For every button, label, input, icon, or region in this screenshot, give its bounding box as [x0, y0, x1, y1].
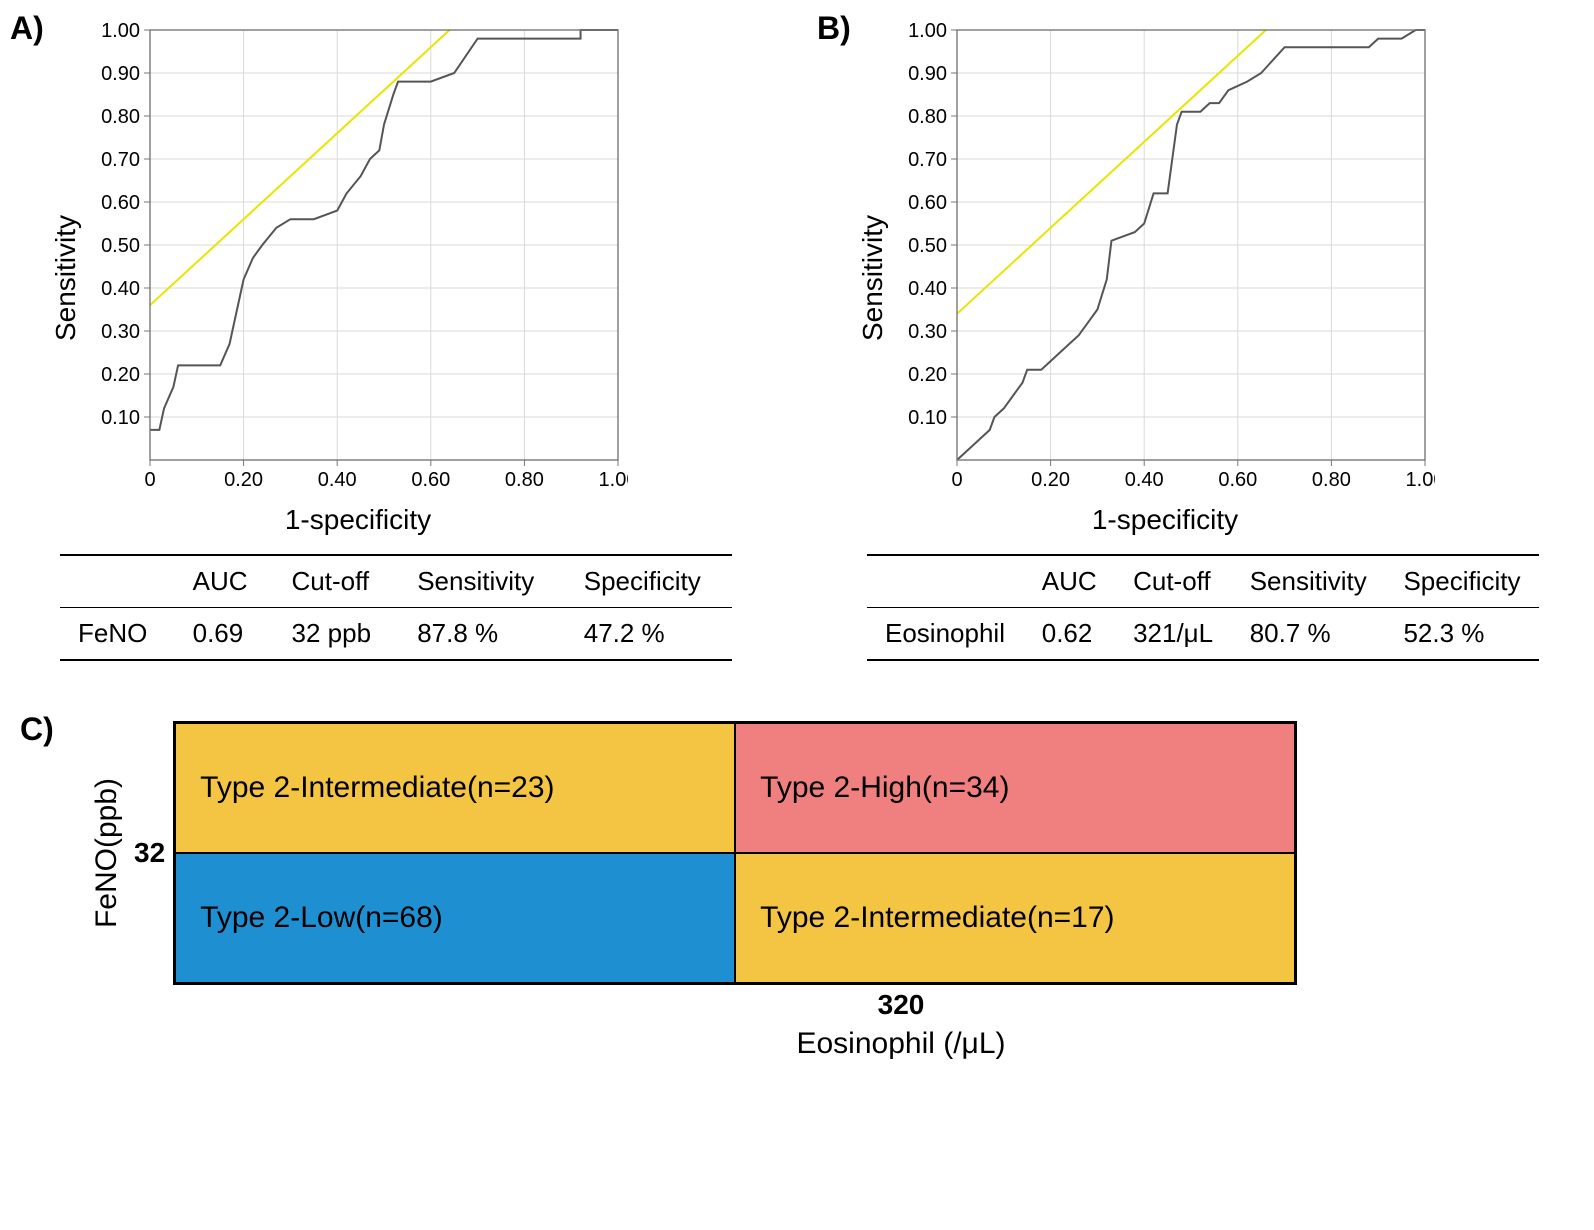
panel-b-chart-wrap: Sensitivity 0 0.20 0.40 0.60 0.80 1.00 0.10 0.2… — [857, 20, 1574, 536]
table-header-cell: Sensitivity — [399, 555, 566, 608]
table-header-cell: Specificity — [566, 555, 733, 608]
svg-text:0.60: 0.60 — [1218, 469, 1257, 491]
table-header-cell — [867, 555, 1024, 608]
table-header-cell — [60, 555, 175, 608]
quadrant-below: 320 Eosinophil (/μL) — [228, 985, 1574, 1061]
svg-text:0.20: 0.20 — [224, 469, 263, 491]
table-header-cell: Cut-off — [1115, 555, 1232, 608]
panel-a-label: A) — [10, 10, 44, 47]
quadrant-ytick: 32 — [134, 837, 165, 869]
panel-b-ylabel: Sensitivity — [857, 215, 889, 341]
quadrant-cell: Type 2-Intermediate(n=17) — [735, 853, 1295, 983]
table-header-cell: Sensitivity — [1232, 555, 1386, 608]
svg-text:0.60: 0.60 — [101, 192, 140, 214]
svg-text:0.10: 0.10 — [908, 407, 947, 429]
table-header-cell: AUC — [1024, 555, 1115, 608]
quadrant-ytick-col: 32 — [134, 723, 173, 983]
table-cell: 0.69 — [175, 608, 274, 661]
panel-c: C) FeNO(ppb) 32 Type 2-Intermediate(n=23… — [30, 721, 1574, 1061]
svg-text:1.00: 1.00 — [599, 469, 628, 491]
panel-a: A) Sensitivity 00.200.400.600.801.000.10… — [20, 20, 767, 661]
roc-chart-b: 0 0.20 0.40 0.60 0.80 1.00 0.10 0.20 0.30 0.40 0.5… — [895, 20, 1435, 500]
svg-text:0.40: 0.40 — [908, 278, 947, 300]
panel-a-chart-area: 0 0.20 0.40 0.60 0.80 1.00 0.10 0.20 0.30 0.40 0.5… — [88, 20, 628, 536]
quadrant-xtick: 320 — [878, 989, 925, 1021]
roc-chart-a: 0 0.20 0.40 0.60 0.80 1.00 0.10 0.20 0.30 0.40 0.5… — [88, 20, 628, 500]
quadrant-ylabel: FeNO(ppb) — [90, 778, 124, 928]
panel-b-xlabel: 1-specificity — [1092, 504, 1238, 536]
svg-text:0.90: 0.90 — [101, 63, 140, 85]
svg-text:1.00: 1.00 — [908, 20, 947, 42]
table-row: Eosinophil0.62321/μL80.7 %52.3 % — [867, 608, 1539, 661]
table-cell: 0.62 — [1024, 608, 1115, 661]
svg-text:0.60: 0.60 — [411, 469, 450, 491]
panel-b-table: AUCCut-offSensitivitySpecificity Eosinop… — [867, 554, 1539, 661]
quadrant-xlabel: Eosinophil (/μL) — [796, 1027, 1005, 1061]
svg-text:0.10: 0.10 — [101, 407, 140, 429]
svg-text:0.80: 0.80 — [505, 469, 544, 491]
quadrant-cell: Type 2-High(n=34) — [735, 723, 1295, 853]
svg-text:0.60: 0.60 — [908, 192, 947, 214]
svg-text:0.70: 0.70 — [101, 149, 140, 171]
panel-a-ylabel: Sensitivity — [50, 215, 82, 341]
quadrant-cell: Type 2-Low(n=68) — [175, 853, 735, 983]
panel-b: B) Sensitivity 00.200.400.600.801.000.10… — [827, 20, 1574, 661]
svg-text:0.40: 0.40 — [101, 278, 140, 300]
table-cell: 321/μL — [1115, 608, 1232, 661]
quadrant-wrap: FeNO(ppb) 32 Type 2-Intermediate(n=23)Ty… — [90, 721, 1574, 985]
panel-b-label: B) — [817, 10, 851, 47]
panel-b-chart-area: 0 0.20 0.40 0.60 0.80 1.00 0.10 0.20 0.30 0.40 0.5… — [895, 20, 1435, 536]
table-row: FeNO0.6932 ppb87.8 %47.2 % — [60, 608, 732, 661]
quadrant-grid: Type 2-Intermediate(n=23)Type 2-High(n=3… — [173, 721, 1297, 985]
table-cell: 87.8 % — [399, 608, 566, 661]
panel-a-xlabel: 1-specificity — [285, 504, 431, 536]
table-cell: 52.3 % — [1385, 608, 1539, 661]
svg-text:0.30: 0.30 — [101, 321, 140, 343]
table-header-cell: Specificity — [1385, 555, 1539, 608]
svg-text:1.00: 1.00 — [101, 20, 140, 42]
table-cell: 32 ppb — [274, 608, 400, 661]
panel-a-table: AUCCut-offSensitivitySpecificity FeNO0.6… — [60, 554, 732, 661]
table-cell: Eosinophil — [867, 608, 1024, 661]
svg-text:0: 0 — [951, 469, 962, 491]
quadrant-cell: Type 2-Intermediate(n=23) — [175, 723, 735, 853]
svg-text:0.80: 0.80 — [908, 106, 947, 128]
svg-text:0.50: 0.50 — [908, 235, 947, 257]
table-header-cell: Cut-off — [274, 555, 400, 608]
svg-text:0.80: 0.80 — [101, 106, 140, 128]
svg-text:1.00: 1.00 — [1406, 469, 1435, 491]
table-cell: 47.2 % — [566, 608, 733, 661]
svg-text:0.40: 0.40 — [1125, 469, 1164, 491]
svg-text:0.70: 0.70 — [908, 149, 947, 171]
table-header-cell: AUC — [175, 555, 274, 608]
svg-text:0.40: 0.40 — [318, 469, 357, 491]
svg-text:0.50: 0.50 — [101, 235, 140, 257]
svg-text:0.90: 0.90 — [908, 63, 947, 85]
svg-text:0.20: 0.20 — [101, 364, 140, 386]
svg-text:0.20: 0.20 — [908, 364, 947, 386]
panel-a-chart-wrap: Sensitivity 0 0.20 0.40 0.60 0.80 1.00 0.10 0.2… — [50, 20, 767, 536]
svg-text:0.30: 0.30 — [908, 321, 947, 343]
table-cell: 80.7 % — [1232, 608, 1386, 661]
panel-c-label: C) — [20, 711, 54, 748]
svg-text:0: 0 — [144, 469, 155, 491]
svg-text:0.20: 0.20 — [1031, 469, 1070, 491]
table-cell: FeNO — [60, 608, 175, 661]
svg-text:0.80: 0.80 — [1312, 469, 1351, 491]
